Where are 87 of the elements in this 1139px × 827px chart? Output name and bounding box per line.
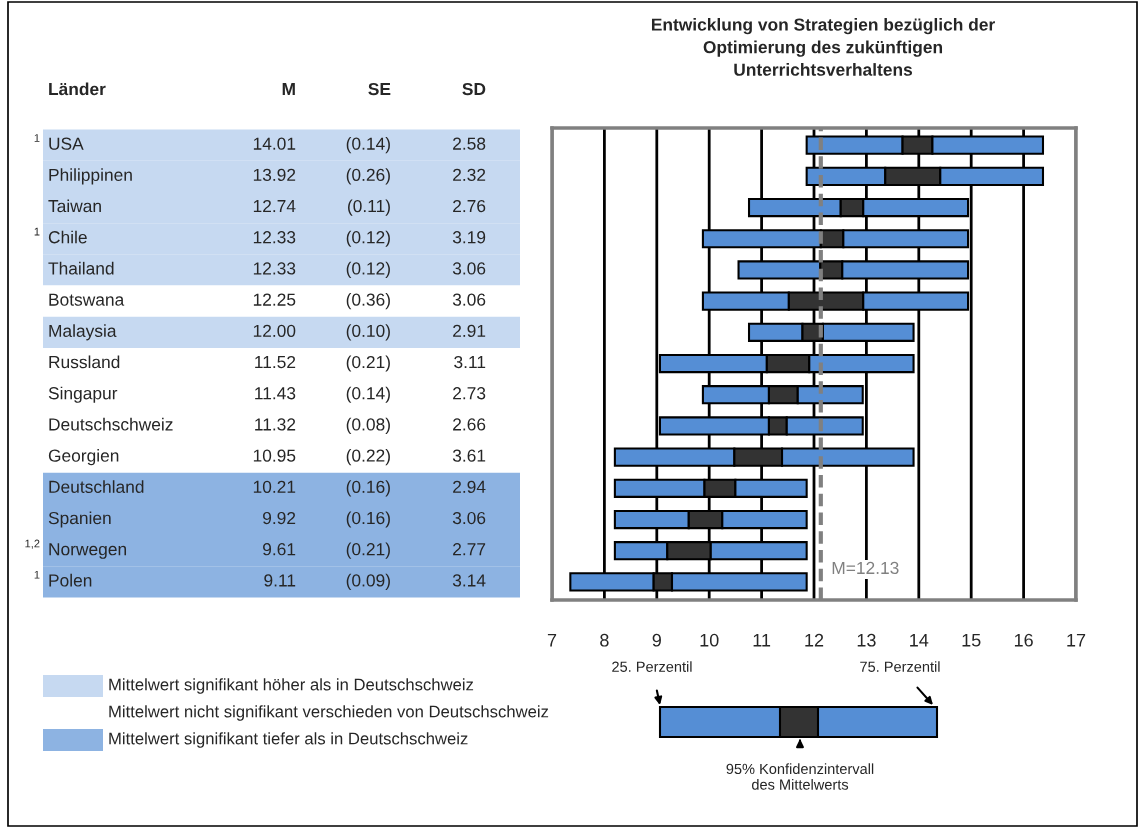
data-label: 2.91 — [453, 324, 486, 337]
data-label: (0.09) — [346, 573, 390, 590]
category-label: Norwegen — [49, 543, 127, 559]
data-label: (0.21) — [346, 542, 390, 559]
category-label: Philippinen — [49, 168, 132, 185]
category-label: Deutschland — [49, 480, 144, 493]
series-label: M — [282, 83, 295, 96]
data-label: (0.16) — [346, 480, 390, 497]
data-label: 2.94 — [453, 480, 486, 493]
x-tick-label: 14 — [910, 634, 929, 647]
data-label: (0.12) — [346, 230, 390, 247]
x-tick-label: 7 — [547, 634, 557, 647]
x-tick-label: 17 — [1067, 634, 1086, 647]
x-tick-label: 12 — [805, 633, 824, 647]
category-label: Georgien — [48, 449, 119, 466]
chart-title: Entwicklung von Strategien bezüglich der Optimierung des zukünftigen Unterrichtsverhaltens — [651, 18, 995, 76]
data-label: 10.95 — [253, 449, 296, 462]
text: SE — [368, 82, 391, 96]
data-label: 9.92 — [263, 511, 296, 525]
x-tick-label: 9 — [652, 633, 661, 647]
data-label: (0.14) — [346, 386, 390, 403]
x-tick-label: 15 — [962, 634, 981, 647]
text: 25. Perzentil — [612, 661, 692, 672]
category-label: Malaysia — [49, 324, 117, 341]
data-label: 3.61 — [452, 449, 486, 462]
data-label: 12.00 — [253, 324, 296, 337]
data-label: (0.14) — [346, 137, 390, 154]
data-label: 12.25 — [253, 293, 296, 306]
category-label: Russland — [49, 355, 120, 369]
data-label: 13.92 — [253, 168, 296, 182]
x-tick-label: 13 — [857, 633, 876, 647]
data-label: 3.11 — [454, 355, 486, 369]
category-label: Deutschschweiz — [49, 417, 173, 431]
data-label: (0.12) — [346, 261, 390, 279]
category-label: Spanien — [48, 511, 111, 528]
text: SD — [462, 82, 486, 96]
data-label: 3.06 — [452, 511, 486, 525]
category-label: Polen — [49, 573, 92, 587]
data-label: (0.11) — [348, 199, 390, 216]
text: Mittelwert signifikant höher als in Deutschschweiz — [109, 678, 474, 694]
data-label: 2.73 — [453, 387, 486, 400]
category-label: Thailand — [48, 261, 114, 275]
data-label: 12.74 — [253, 199, 296, 213]
text: 95% Konfidenzintervall des Mittelwerts — [726, 763, 874, 790]
text: 75. Perzentil — [860, 661, 940, 672]
category-label: Chile — [48, 230, 87, 244]
text: 1 — [34, 570, 40, 579]
data-label: 2.76 — [453, 199, 486, 213]
x-tick-label: 11 — [753, 634, 771, 647]
data-label: 2.58 — [453, 137, 486, 150]
data-label: 3.06 — [452, 262, 486, 275]
category-label: USA — [49, 137, 84, 150]
category-label: Botswana — [49, 293, 125, 306]
data-label: 10.21 — [253, 480, 296, 493]
x-tick-label: 16 — [1014, 633, 1033, 647]
category-label: Taiwan — [48, 199, 101, 213]
data-label: 9.11 — [264, 574, 296, 587]
data-label: (0.26) — [346, 168, 390, 185]
data-label: (0.16) — [346, 511, 390, 528]
data-label: 3.19 — [452, 231, 486, 244]
data-label: (0.08) — [346, 417, 390, 435]
data-label: 3.14 — [452, 574, 486, 587]
text: Mittelwert signifikant tiefer als in Deutschschweiz — [109, 732, 468, 748]
text: 1 — [34, 134, 40, 142]
text: 1,2 — [25, 539, 40, 549]
x-tick-label: 8 — [600, 633, 609, 647]
data-label: (0.36) — [346, 293, 390, 310]
data-label: 11.52 — [255, 355, 296, 369]
data-label: 2.32 — [453, 168, 486, 182]
category-label: Singapur — [48, 386, 118, 403]
data-label: 11.32 — [255, 418, 296, 431]
text: 1 — [34, 227, 40, 236]
data-label: 12.33 — [253, 262, 296, 275]
text: Länder — [49, 82, 106, 96]
data-label: 2.77 — [453, 543, 486, 556]
ref-line-label: M=12.13 — [832, 561, 899, 575]
x-tick-label: 10 — [700, 633, 719, 647]
data-label: (0.10) — [346, 324, 390, 341]
data-label: (0.21) — [346, 355, 390, 372]
data-label: 3.06 — [452, 293, 486, 306]
data-label: (0.22) — [346, 449, 390, 466]
data-label: 12.33 — [253, 231, 296, 244]
text: Mittelwert nicht signifikant verschieden von Deutschschweiz — [109, 705, 549, 721]
data-label: 14.01 — [253, 137, 296, 150]
data-label: 2.66 — [453, 418, 486, 431]
data-label: 9.61 — [263, 543, 296, 556]
data-label: 11.43 — [255, 387, 296, 400]
